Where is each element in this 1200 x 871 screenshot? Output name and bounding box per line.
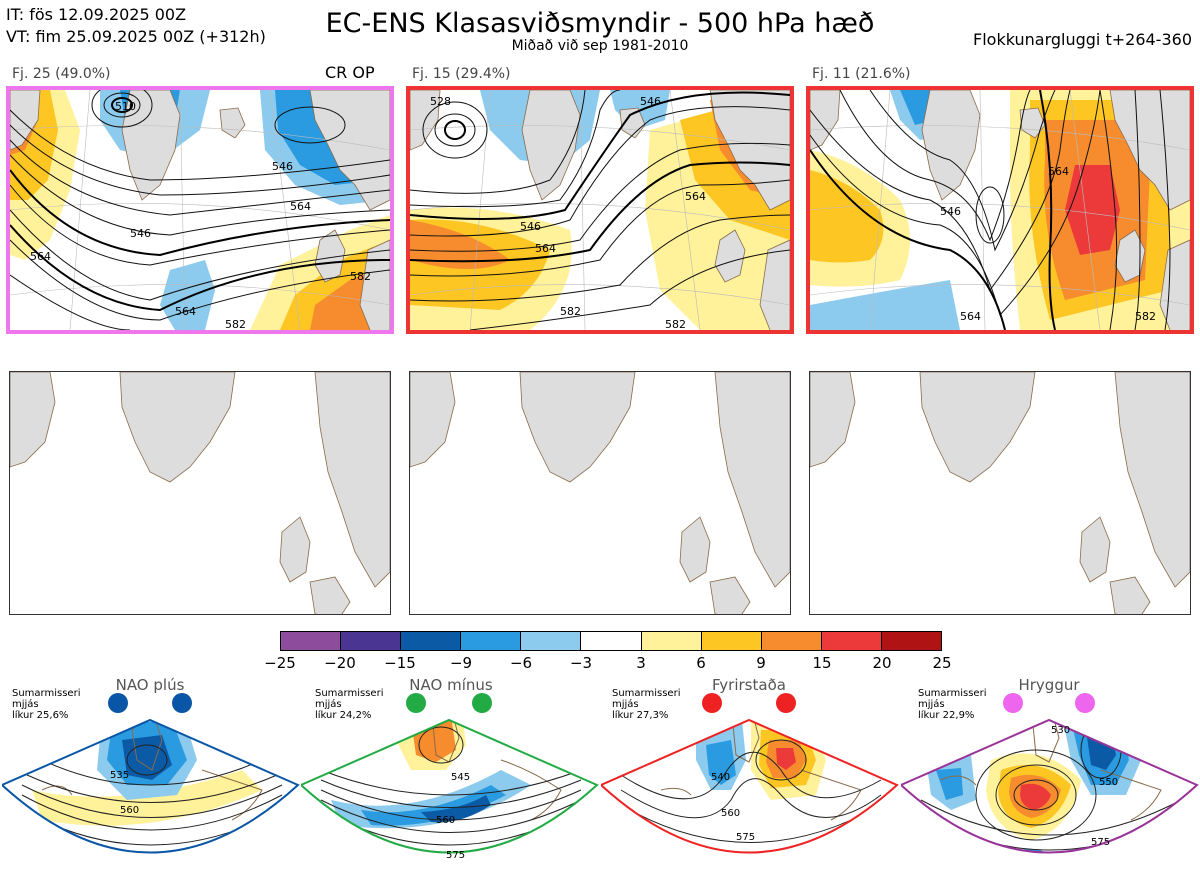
regime-4-note: Sumarmisseri mjjás líkur 22,9% <box>918 688 987 721</box>
regime-1-contour-label: 535 <box>110 770 129 781</box>
regime-4-contour-label: 550 <box>1099 777 1118 788</box>
valid-time: VT: fim 25.09.2025 00Z (+312h) <box>6 27 266 46</box>
colorbar-bin <box>521 632 582 650</box>
cluster-1-contour-label: 564 <box>175 305 196 318</box>
cluster-1-tag: CR OP <box>325 63 375 82</box>
regime-4-title: Hryggur <box>1018 676 1080 694</box>
page-subtitle: Miðað við sep 1981-2010 <box>511 38 689 54</box>
regime-1-map: 535 560 <box>2 718 300 854</box>
regime-3-title: Fyrirstaða <box>712 676 786 694</box>
cluster-3-map: 546 564 564 582 <box>806 86 1194 334</box>
regime-4-marker <box>1003 693 1023 713</box>
cluster-1-contour-label: 546 <box>272 160 293 173</box>
regime-3-contour-label: 540 <box>711 772 730 783</box>
cluster-1-contour-label: 564 <box>290 200 311 213</box>
cluster-2-map: 528 546 546 564 564 582 582 <box>406 86 794 334</box>
cluster-1-label: Fj. 25 (49.0%) <box>12 66 111 82</box>
colorbar-tick: 15 <box>812 654 832 672</box>
colorbar-tick: 6 <box>696 654 706 672</box>
colorbar-bin <box>761 632 822 650</box>
cluster-3-contour-label: 564 <box>1048 165 1069 178</box>
cluster-3-label: Fj. 11 (21.6%) <box>812 66 911 82</box>
colorbar-tick: −3 <box>569 654 593 672</box>
cluster-1-map: 510 546 546 564 564 564 582 582 <box>6 86 394 334</box>
colorbar <box>280 631 942 651</box>
cluster-3-contour-label: 582 <box>1135 310 1156 323</box>
colorbar-tick: 25 <box>932 654 952 672</box>
init-time: IT: fös 12.09.2025 00Z <box>6 5 187 24</box>
cluster-3-contour-label: 546 <box>940 205 961 218</box>
regime-3-contour-label: 575 <box>736 832 755 843</box>
regime-2-contour-label: 575 <box>446 850 465 861</box>
cluster-2-label: Fj. 15 (29.4%) <box>412 66 511 82</box>
regime-2-title: NAO mínus <box>409 676 493 694</box>
regime-3-marker <box>776 693 796 713</box>
cluster-2-contour-label: 582 <box>560 305 581 318</box>
regime-3-note: Sumarmisseri mjjás líkur 27,3% <box>612 688 681 721</box>
colorbar-tick: 9 <box>756 654 766 672</box>
colorbar-tick: 3 <box>636 654 646 672</box>
regime-4-contour-label: 530 <box>1051 725 1070 736</box>
colorbar-tick: −25 <box>264 654 296 672</box>
colorbar-bin <box>701 632 762 650</box>
regime-4-marker <box>1075 693 1095 713</box>
cluster-2-contour-label: 564 <box>535 242 556 255</box>
cluster-2-contour-label: 564 <box>685 190 706 203</box>
regime-2-note: Sumarmisseri mjjás líkur 24,2% <box>315 688 384 721</box>
colorbar-bin <box>641 632 702 650</box>
colorbar-bin <box>401 632 462 650</box>
cluster-1-contour-label: 546 <box>130 227 151 240</box>
regime-1-marker <box>108 693 128 713</box>
regime-1-contour-label: 560 <box>120 805 139 816</box>
cluster-2-contour-label: 546 <box>520 220 541 233</box>
page-title: EC-ENS Klasasviðsmyndir - 500 hPa hæð <box>325 8 875 39</box>
clustering-window: Flokkunargluggi t+264-360 <box>973 30 1192 49</box>
cluster-1-contour-label: 564 <box>30 250 51 263</box>
regime-4-contour-label: 575 <box>1091 837 1110 848</box>
regime-2-contour-label: 560 <box>436 815 455 826</box>
colorbar-bin <box>461 632 522 650</box>
regime-1-title: NAO plús <box>115 676 185 694</box>
colorbar-tick: −20 <box>324 654 356 672</box>
regime-2-marker <box>406 693 426 713</box>
regime-4-map: 530 550 575 <box>901 718 1199 854</box>
empty-map-3 <box>809 371 1191 615</box>
colorbar-bin <box>821 632 882 650</box>
colorbar-bin <box>581 632 642 650</box>
regime-3-marker <box>702 693 722 713</box>
regime-1-marker <box>172 693 192 713</box>
colorbar-tick: 20 <box>872 654 892 672</box>
regime-2-marker <box>472 693 492 713</box>
colorbar-bin <box>341 632 402 650</box>
header-info: IT: fös 12.09.2025 00Z VT: fim 25.09.202… <box>6 4 266 48</box>
colorbar-tick: −9 <box>449 654 473 672</box>
regime-2-contour-label: 545 <box>451 772 470 783</box>
regime-3-map: 540 560 575 <box>601 718 899 854</box>
cluster-3-contour-label: 564 <box>960 310 981 323</box>
empty-map-2 <box>409 371 791 615</box>
regime-2-map: 545 560 575 <box>301 718 599 861</box>
colorbar-bin <box>881 632 942 650</box>
cluster-2-contour-label: 582 <box>665 318 686 330</box>
regime-3-contour-label: 560 <box>721 808 740 819</box>
colorbar-tick: −6 <box>509 654 533 672</box>
colorbar-tick: −15 <box>384 654 416 672</box>
regime-1-note: Sumarmisseri mjjás líkur 25,6% <box>12 688 81 721</box>
empty-map-1 <box>9 371 391 615</box>
cluster-1-contour-label: 582 <box>225 318 246 330</box>
cluster-1-contour-label: 582 <box>350 270 371 283</box>
cluster-1-contour-label: 510 <box>115 100 136 113</box>
cluster-2-contour-label: 528 <box>430 95 451 108</box>
cluster-2-contour-label: 546 <box>640 95 661 108</box>
colorbar-bin <box>281 632 342 650</box>
